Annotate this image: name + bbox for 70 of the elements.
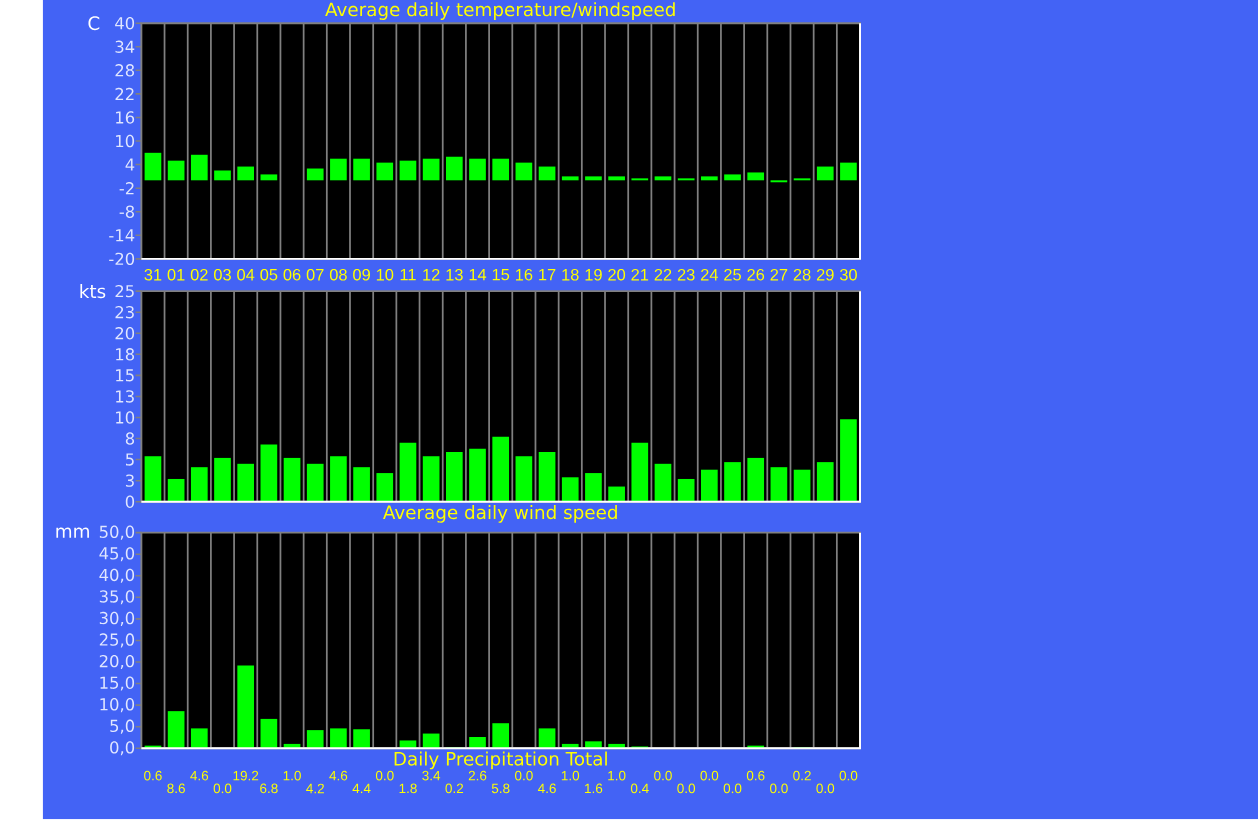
y-tick-label: 25,0 — [99, 633, 135, 648]
y-axis-title: mm — [56, 527, 89, 539]
x-tick-label: 27 — [770, 269, 788, 281]
x-tick-label: 23 — [677, 269, 695, 281]
x-tick-label: 01 — [167, 269, 185, 281]
y-tick-label: -14 — [109, 229, 135, 242]
x-tick-label: 18 — [562, 269, 579, 281]
x-tick-label: 29 — [816, 269, 834, 281]
y-tick-label: 10,0 — [100, 698, 135, 713]
y-tick-label: 15,0 — [100, 676, 135, 692]
x-tick-label: 09 — [353, 269, 370, 281]
x-tick-label: 14 — [469, 269, 487, 281]
text: Daily Precipitation Total — [394, 751, 607, 770]
y-tick-label: 0,0 — [110, 741, 135, 756]
x-tick-label: 15 — [492, 269, 510, 281]
y-tick-label: 3 — [125, 474, 134, 488]
x-tick-label: 05 — [260, 269, 278, 281]
y-tick-label: 50,0 — [99, 526, 135, 541]
x-tick-label: 02 — [190, 269, 208, 281]
y-tick-label: 4 — [125, 159, 135, 172]
y-tick-label: 34 — [115, 40, 135, 54]
y-tick-label: 18 — [116, 348, 135, 361]
y-axis-title: C — [88, 16, 100, 31]
y-tick-label: 20 — [115, 327, 135, 340]
x-tick-label: 17 — [539, 269, 556, 281]
y-tick-label: 16 — [116, 111, 135, 125]
y-tick-label: 0 — [125, 495, 135, 509]
x-tick-label: 21 — [631, 269, 649, 281]
x-tick-label: 28 — [793, 269, 811, 281]
y-axis-title: kts — [80, 284, 106, 299]
text: Average daily wind speed — [383, 505, 617, 524]
x-tick-label: 12 — [423, 269, 440, 281]
x-tick-label: 16 — [515, 269, 533, 281]
y-tick-label: -8 — [119, 205, 135, 219]
y-tick-label: 15 — [116, 369, 134, 382]
x-tick-label: 20 — [608, 269, 626, 281]
x-tick-label: 06 — [283, 269, 301, 281]
x-tick-label: 22 — [654, 269, 672, 281]
x-tick-label: 19 — [585, 269, 602, 281]
y-tick-label: 22 — [115, 88, 134, 101]
y-tick-label: 10 — [116, 411, 135, 425]
x-tick-label: 04 — [237, 269, 255, 281]
y-tick-label: -2 — [119, 182, 134, 195]
y-tick-label: 8 — [125, 432, 135, 446]
y-tick-label: 40,0 — [99, 569, 135, 584]
y-tick-label: 40 — [115, 17, 135, 30]
x-tick-label: 25 — [724, 269, 741, 281]
y-tick-label: 5,0 — [110, 720, 135, 735]
x-tick-label: 08 — [329, 269, 347, 281]
y-tick-label: 5 — [125, 453, 134, 467]
x-tick-label: 10 — [376, 269, 394, 281]
y-tick-label: -20 — [109, 253, 135, 266]
x-tick-label: 07 — [306, 269, 324, 281]
y-tick-label: 13 — [116, 390, 134, 404]
x-tick-label: 31 — [144, 269, 162, 281]
y-tick-label: 30,0 — [99, 612, 135, 627]
x-tick-label: 24 — [701, 269, 718, 281]
y-tick-label: 20,0 — [99, 655, 135, 670]
x-tick-label: 13 — [446, 269, 463, 281]
y-tick-label: 25 — [115, 285, 134, 298]
x-tick-label: 30 — [839, 269, 857, 281]
x-tick-label: 11 — [400, 269, 416, 281]
x-tick-label: 26 — [747, 269, 765, 281]
x-tick-label: 03 — [214, 269, 231, 281]
y-tick-label: 10 — [116, 135, 135, 148]
y-tick-label: 35,0 — [99, 590, 135, 605]
chart-title: Average daily temperature/windspeed — [325, 2, 675, 21]
y-tick-label: 23 — [115, 306, 134, 319]
y-tick-label: 28 — [115, 64, 135, 77]
y-tick-label: 45,0 — [99, 547, 135, 562]
